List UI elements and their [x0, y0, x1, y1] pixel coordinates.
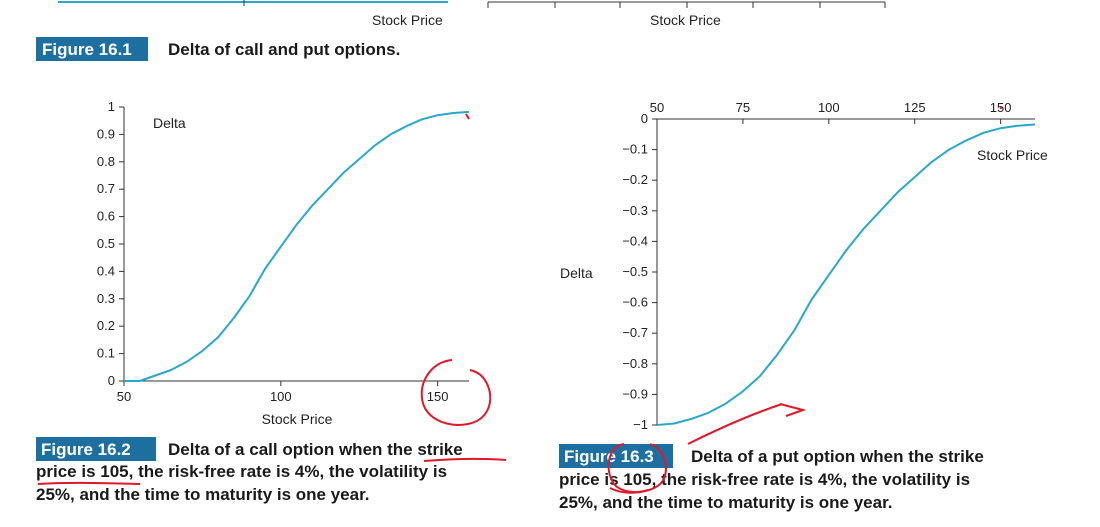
annotation-arrow-head — [779, 403, 807, 417]
fig16-1-right-xlabel: Stock Price — [650, 12, 721, 28]
fig16-3-caption-line-1: Delta of a put option when the strike — [691, 447, 984, 466]
y-tick-label: 0.1 — [97, 346, 115, 361]
call-ylabel: Delta — [153, 115, 186, 131]
y-tick-label: 0.9 — [97, 126, 115, 141]
put-x-ticks: 50 75 100 125 150 — [650, 100, 1011, 124]
fig16-3-caption-line-3: 25%, and the time to maturity is one yea… — [559, 493, 893, 512]
y-tick-label: 0.3 — [97, 291, 115, 306]
y-tick-label: −0.9 — [622, 386, 648, 401]
y-tick-label: 0 — [108, 373, 115, 388]
y-tick-label: 0.5 — [97, 236, 115, 251]
annotation-tick-mark — [465, 113, 470, 120]
fig16-3-caption-line-2: price is 105, the risk-free rate is 4%, … — [559, 470, 970, 489]
call-delta-line — [124, 110, 470, 382]
call-xlabel: Stock Price — [262, 411, 333, 427]
fig16-2-label-box — [36, 437, 156, 461]
y-tick-label: −0.3 — [622, 203, 648, 218]
y-tick-label: 0.4 — [97, 263, 115, 278]
put-annotations — [687, 106, 1003, 445]
y-tick-label: −1 — [633, 417, 648, 432]
put-xlabel: Stock Price — [977, 147, 1048, 163]
y-tick-label: −0.2 — [622, 172, 648, 187]
x-tick-label: 150 — [427, 389, 449, 404]
y-tick-label: 1 — [108, 99, 115, 114]
x-tick-label: 75 — [736, 100, 750, 115]
y-tick-label: −0.5 — [622, 264, 648, 279]
y-tick-label: −0.8 — [622, 356, 648, 371]
fig16-2-label: Figure 16.2 — [41, 440, 131, 459]
fig16-1-label: Figure 16.1 — [42, 40, 132, 59]
y-tick-label: 0.6 — [97, 209, 115, 224]
call-y-ticks: 0 0.1 0.2 0.3 0.4 0.5 0.6 0.7 0.8 0.9 1 — [97, 99, 124, 388]
put-delta-chart: 0−0.1−0.2−0.3−0.4−0.5−0.6−0.7−0.8−0.9−1 … — [560, 100, 1048, 432]
annotation-circle-150 — [420, 359, 492, 426]
fig16-2-caption-line-2: price is 105, the risk-free rate is 4%, … — [36, 462, 447, 481]
y-tick-label: 0.8 — [97, 154, 115, 169]
fig16-1-caption: Delta of call and put options. — [168, 40, 400, 59]
y-tick-label: −0.4 — [622, 233, 648, 248]
x-tick-label: 50 — [117, 389, 131, 404]
call-delta-chart: 0 0.1 0.2 0.3 0.4 0.5 0.6 0.7 0.8 0.9 1 50 100 150 D… — [97, 99, 470, 427]
annotation-underline-price — [37, 481, 141, 485]
y-tick-label: −0.6 — [622, 295, 648, 310]
y-tick-label: −0.7 — [622, 325, 648, 340]
y-tick-label: 0.2 — [97, 318, 115, 333]
fig16-2-caption-line-1: Delta of a call option when the strike — [168, 440, 463, 459]
x-tick-label: 125 — [904, 100, 926, 115]
put-y-ticks: 0 −0.1 −0.2 −0.3 −0.4 −0.5 −0.6 −0.7 −0.8 −0.9 −1 — [622, 111, 657, 432]
x-tick-label: 100 — [270, 389, 292, 404]
put-ylabel: Delta — [560, 265, 593, 281]
y-tick-label: 0 — [641, 111, 648, 126]
annotation-underline-105 — [609, 487, 649, 494]
figure-16-3-caption: Figure 16.3 Delta of a put option when t… — [559, 443, 984, 512]
annotation-underline-strike — [423, 457, 507, 462]
fig16-1-label-box — [36, 37, 148, 61]
figure-16-1-strip: Stock Price Stock Price Figure 16.1 Delt… — [36, 0, 886, 61]
call-x-ticks: 50 100 150 — [117, 381, 449, 404]
y-tick-label: −0.1 — [622, 142, 648, 157]
figure-16-2-caption: Figure 16.2 Delta of a call option when … — [36, 437, 507, 504]
put-delta-line — [656, 123, 1036, 426]
annotation-arrow-shaft — [687, 403, 783, 445]
call-axes — [123, 107, 469, 382]
fig16-1-left-xlabel: Stock Price — [372, 12, 443, 28]
x-tick-label: 100 — [818, 100, 840, 115]
y-tick-label: 0.7 — [97, 181, 115, 196]
annotation-dot — [999, 106, 1003, 110]
call-annotations — [420, 113, 492, 426]
x-tick-label: 50 — [650, 100, 664, 115]
fig16-2-caption-line-3: 25%, and the time to maturity is one yea… — [36, 485, 370, 504]
put-axes — [656, 118, 1035, 425]
fig16-3-label: Figure 16.3 — [564, 447, 654, 466]
